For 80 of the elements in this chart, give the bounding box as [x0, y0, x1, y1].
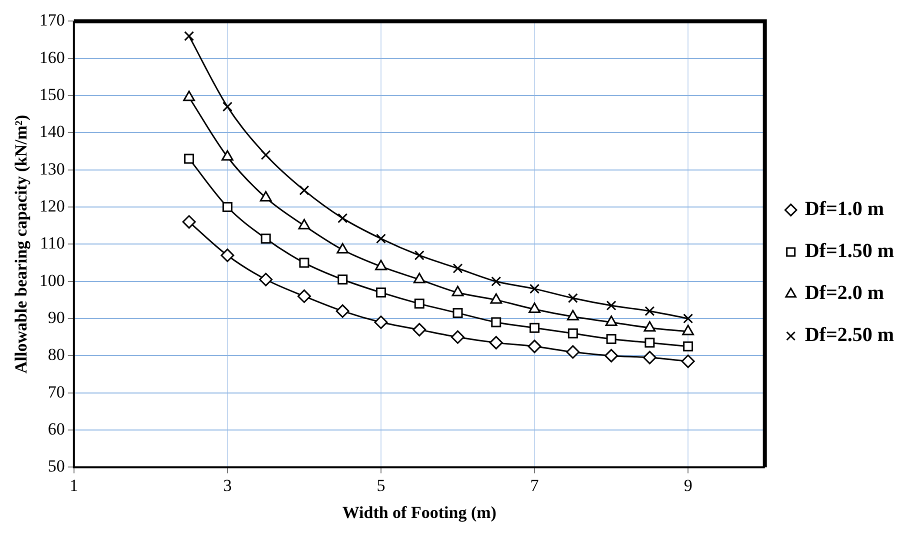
point — [605, 316, 618, 326]
x-tick-label: 3 — [223, 476, 232, 495]
point — [221, 150, 234, 161]
point — [259, 272, 273, 286]
legend-label: Df=1.0 m — [804, 198, 884, 220]
point — [644, 306, 655, 316]
x-tick-label: 9 — [684, 476, 692, 495]
point — [376, 288, 386, 298]
point — [260, 190, 272, 202]
point — [644, 321, 656, 332]
y-tick-label: 170 — [39, 10, 65, 30]
point — [489, 336, 503, 350]
point — [260, 234, 271, 244]
point — [222, 102, 232, 112]
point — [491, 317, 502, 328]
point — [683, 341, 694, 352]
point — [376, 234, 386, 244]
y-axis-title: Allowable bearing capacity (kN/m²) — [12, 114, 31, 374]
x-tick-label: 5 — [376, 476, 386, 495]
point — [606, 334, 616, 344]
y-tick-label: 110 — [40, 234, 65, 253]
point — [299, 258, 310, 268]
point — [568, 293, 578, 304]
point — [682, 324, 694, 336]
point — [604, 348, 618, 362]
point — [530, 322, 540, 333]
point — [683, 314, 694, 324]
point — [260, 150, 271, 160]
x-axis-title: Width of Footing (m) — [342, 503, 496, 522]
point — [490, 293, 502, 304]
legend-label: Df=1.50 m — [804, 240, 894, 262]
point — [413, 272, 426, 284]
y-tick-label: 100 — [39, 270, 65, 290]
point — [297, 289, 311, 303]
point — [528, 302, 540, 313]
point — [338, 213, 348, 224]
point — [566, 345, 580, 359]
y-tick-label: 120 — [39, 196, 65, 216]
point — [491, 276, 502, 286]
point — [299, 185, 310, 196]
y-tick-label: 130 — [39, 159, 65, 178]
point — [220, 248, 234, 262]
point — [184, 31, 194, 42]
point — [184, 154, 194, 164]
y-tick-label: 150 — [39, 85, 65, 104]
point — [374, 316, 388, 329]
point — [644, 338, 655, 348]
x-tick-label: 1 — [70, 476, 78, 495]
point — [530, 284, 540, 294]
point — [414, 250, 424, 260]
point — [568, 328, 578, 338]
y-tick-label: 140 — [39, 122, 65, 142]
y-tick-label: 60 — [48, 420, 65, 438]
y-tick-label: 70 — [48, 382, 65, 402]
point — [338, 274, 348, 284]
point — [412, 322, 426, 336]
point — [414, 298, 424, 309]
point — [182, 215, 196, 229]
point — [183, 90, 196, 102]
point — [528, 340, 542, 354]
y-tick-label: 90 — [48, 308, 65, 327]
point — [451, 330, 465, 344]
point — [452, 308, 463, 318]
point — [375, 260, 387, 270]
point — [336, 304, 350, 318]
point — [336, 243, 349, 254]
y-tick-label: 80 — [48, 345, 65, 364]
y-tick-label: 160 — [39, 48, 65, 67]
legend-label: Df=2.50 m — [804, 324, 894, 346]
legend-label: Df=2.0 m — [804, 282, 884, 304]
y-tick-label: 50 — [48, 456, 65, 476]
point — [222, 202, 232, 212]
point — [681, 354, 695, 368]
point — [452, 286, 464, 296]
point — [452, 263, 463, 274]
point — [298, 218, 310, 230]
x-tick-label: 7 — [530, 476, 540, 495]
point — [566, 310, 579, 320]
point — [606, 300, 616, 311]
point — [642, 350, 656, 364]
